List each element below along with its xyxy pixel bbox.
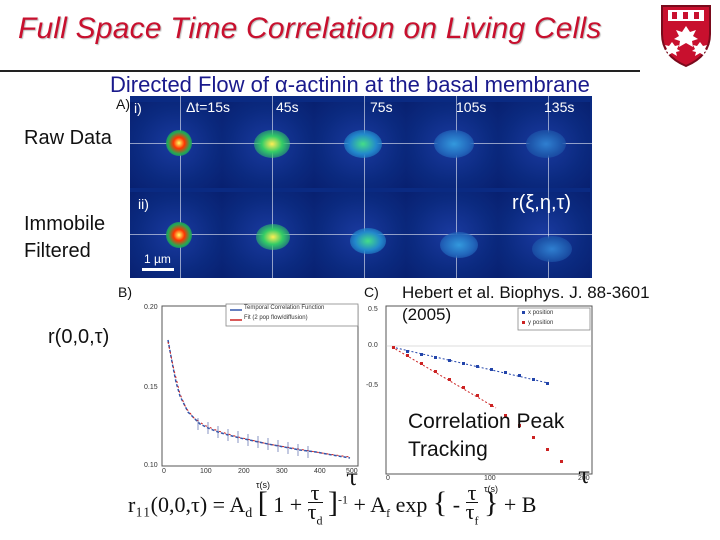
time-label: 105s (456, 99, 487, 115)
x-tick: 200 (238, 468, 250, 475)
slide-title: Full Space Time Correlation on Living Ce… (18, 12, 602, 45)
time-label: Δt=15s (186, 99, 230, 115)
x-tick: 100 (200, 468, 212, 475)
temporal-correlation-plot: Temporal Correlation Function Fit (2 pop… (128, 300, 364, 480)
university-crest-logo (660, 4, 712, 68)
x-tick: 500 (346, 468, 358, 475)
y-tick: 0.5 (368, 306, 378, 313)
equation-term: + A (353, 491, 387, 517)
citation-line: Hebert et al. Biophys. J. 88-3601 (402, 283, 650, 302)
panel-c-label: C) (364, 284, 379, 300)
title-divider (0, 70, 640, 72)
time-label: 45s (276, 99, 299, 115)
row-ii-label: ii) (138, 196, 149, 212)
equation-numerator: τ (307, 482, 323, 504)
scale-bar (142, 268, 174, 271)
fit-equation: r₁₁(0,0,τ) = Ad [ 1 + τ τd ]-1 + Af exp … (128, 480, 537, 528)
equation-subscript: f (386, 506, 391, 521)
legend-entry: Fit (2 pop flow/diffusion) (244, 315, 308, 321)
tracking-label: Correlation Peak Tracking (408, 408, 564, 464)
x-tick: 300 (276, 468, 288, 475)
equation-term: + B (503, 491, 537, 517)
equation-subscript: d (316, 513, 323, 528)
correlation-peak (166, 130, 192, 156)
correlation-image-panel: i) Δt=15s 45s 75s 105s 135s ii) r(ξ,η,τ)… (130, 96, 592, 278)
image-cell (498, 192, 590, 278)
citation-line: (2005) (402, 305, 452, 324)
equation-power: -1 (338, 492, 349, 507)
gridline (272, 96, 273, 278)
immobile-label: Immobile (24, 213, 106, 235)
equation-denominator: τ (465, 499, 475, 524)
row-i-label: i) (134, 100, 142, 116)
correlation-peak (350, 228, 386, 254)
y-tick: -0.5 (366, 382, 379, 389)
gridline (548, 96, 549, 278)
panel-b-label: B) (118, 284, 132, 300)
x-tick: 100 (484, 475, 496, 482)
peak-tracking-plot: x position y position 0.5 0.0 -0.5 0 100… (366, 300, 600, 484)
citation: Hebert et al. Biophys. J. 88-3601 (2005) (402, 282, 650, 326)
time-label: 135s (544, 99, 575, 115)
equation-denominator: τ (307, 499, 317, 524)
x-tick: 400 (314, 468, 326, 475)
equation-subscript: f (474, 513, 479, 528)
correlation-peak (526, 130, 566, 158)
tracking-line: Correlation Peak (408, 410, 565, 433)
y-tick: 0.10 (144, 462, 158, 469)
legend-entry: x position (528, 310, 554, 316)
scale-bar-label: 1 µm (144, 252, 171, 266)
correlation-peak (434, 130, 474, 158)
equation-numerator: τ (465, 480, 479, 505)
correlation-peak (532, 236, 572, 262)
equation-subscript: d (245, 506, 253, 522)
panel-b-y-label: r(0,0,τ) (48, 326, 110, 348)
gridline (180, 96, 181, 278)
raw-data-label: Raw Data (24, 127, 112, 149)
correlation-function-label: r(ξ,η,τ) (512, 192, 572, 214)
legend-entry: y position (528, 320, 554, 326)
equation-lhs: r₁₁(0,0,τ) = A (128, 491, 246, 517)
gridline (364, 96, 365, 278)
correlation-peak (254, 130, 290, 158)
time-label: 75s (370, 99, 393, 115)
y-tick: 0.0 (368, 342, 378, 349)
correlation-peak (344, 130, 382, 158)
panel-a-label: A) (116, 96, 130, 112)
filtered-label: Filtered (24, 240, 91, 262)
y-tick: 0.15 (144, 384, 158, 391)
tracking-line: Tracking (408, 438, 488, 461)
panel-c-x-unit: τ(s) (484, 484, 499, 494)
correlation-peak (256, 224, 290, 250)
panel-b-x-unit: τ(s) (256, 480, 271, 490)
correlation-peak (166, 222, 192, 248)
gridline (456, 96, 457, 278)
x-tick: 0 (386, 475, 390, 482)
x-tick: 200 (578, 475, 590, 482)
slide-subtitle: Directed Flow of α-actinin at the basal … (110, 72, 590, 97)
equation-term: 1 + (273, 491, 303, 517)
equation-exp: exp (395, 491, 428, 517)
y-tick: 0.20 (144, 304, 158, 311)
legend-entry: Temporal Correlation Function (244, 305, 325, 311)
panel-c-tau-label: τ (578, 464, 591, 489)
correlation-peak (440, 232, 478, 258)
panel-b-tau-label: τ (346, 466, 359, 491)
x-tick: 0 (162, 468, 166, 475)
